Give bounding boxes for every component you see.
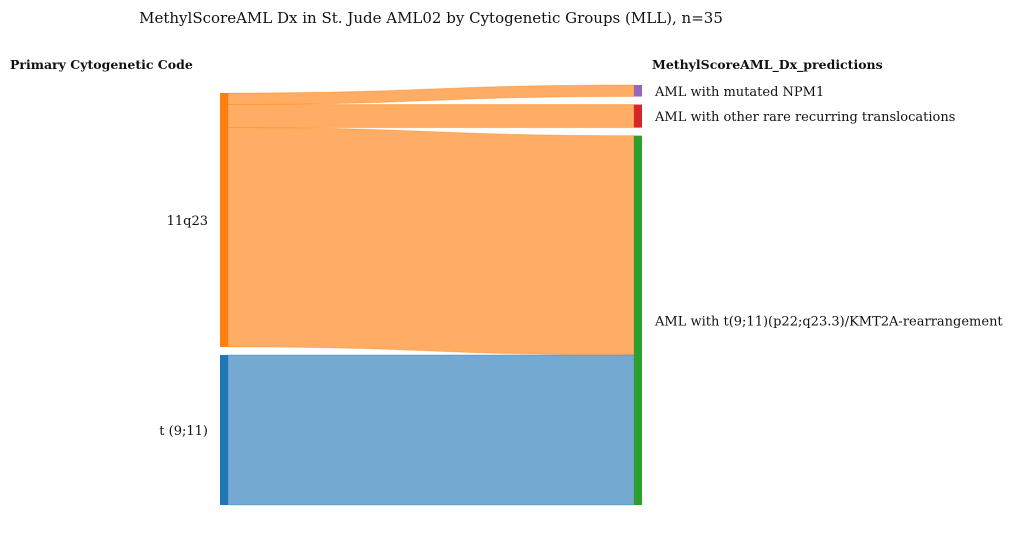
target-label-npm1: AML with mutated NPM1 (654, 85, 824, 100)
flow-t911-to-kmt2a (227, 354, 635, 506)
node-labels: 11q23 t (9;11) AML with mutated NPM1 AML wi… (159, 85, 1003, 439)
left-axis-header: Primary Cytogenetic Code (10, 57, 193, 72)
flow-11q23-to-kmt2a (227, 127, 635, 356)
source-node-t911 (220, 354, 228, 505)
target-label-kmt2a: AML with t(9;11)(p22;q23.3)/KMT2A-rearra… (654, 314, 1003, 329)
target-node-kmt2a (634, 135, 642, 505)
target-node-npm1 (634, 85, 642, 97)
source-label-t911: t (9;11) (159, 424, 208, 439)
right-axis-header: MethylScoreAML_Dx_predictions (652, 57, 883, 73)
source-label-11q23: 11q23 (167, 214, 208, 229)
flow-11q23-to-npm1 (227, 84, 635, 106)
flow-links (227, 84, 635, 506)
chart-title: MethylScoreAML Dx in St. Jude AML02 by C… (139, 9, 723, 27)
flow-11q23-to-rare (227, 104, 635, 129)
target-node-rare (634, 104, 642, 128)
target-label-rare: AML with other rare recurring translocat… (654, 110, 955, 125)
node-bars (220, 85, 642, 505)
source-node-11q23 (220, 93, 228, 347)
